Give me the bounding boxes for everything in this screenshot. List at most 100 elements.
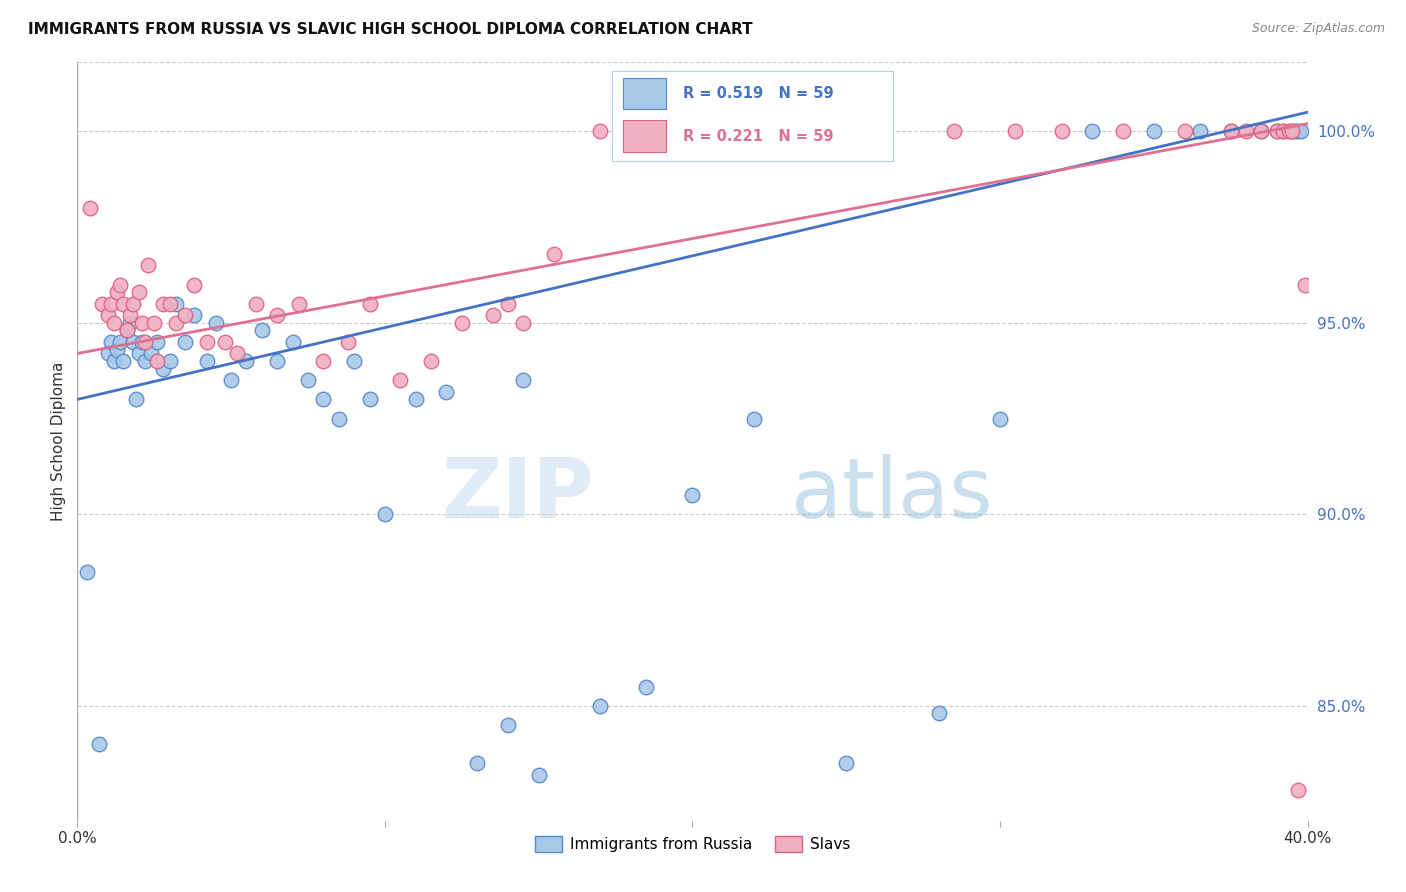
Point	[226, 346, 249, 360]
Point	[125, 392, 148, 407]
Point	[1174, 124, 1197, 138]
Point	[97, 346, 120, 360]
Point	[512, 316, 534, 330]
Point	[105, 285, 128, 300]
Point	[742, 124, 765, 138]
Point	[297, 373, 319, 387]
Point	[97, 308, 120, 322]
Point	[512, 373, 534, 387]
Point	[942, 124, 965, 138]
Point	[266, 354, 288, 368]
Point	[337, 334, 360, 349]
Point	[136, 259, 159, 273]
Point	[183, 277, 205, 292]
Point	[1112, 124, 1135, 138]
Point	[496, 296, 519, 310]
Point	[328, 411, 350, 425]
Point	[118, 316, 141, 330]
Point	[174, 308, 197, 322]
Point	[1291, 124, 1313, 138]
Point	[1081, 124, 1104, 138]
Point	[312, 392, 335, 407]
Point	[1143, 124, 1166, 138]
Point	[165, 296, 187, 310]
Point	[589, 698, 612, 713]
Point	[195, 334, 218, 349]
Point	[696, 124, 718, 138]
Point	[405, 392, 427, 407]
Point	[235, 354, 257, 368]
Point	[115, 324, 138, 338]
Point	[183, 308, 205, 322]
Point	[666, 124, 689, 138]
Point	[988, 411, 1011, 425]
Point	[131, 334, 153, 349]
Text: IMMIGRANTS FROM RUSSIA VS SLAVIC HIGH SCHOOL DIPLOMA CORRELATION CHART: IMMIGRANTS FROM RUSSIA VS SLAVIC HIGH SC…	[28, 22, 752, 37]
Point	[105, 343, 128, 357]
Point	[250, 324, 273, 338]
Point	[804, 124, 827, 138]
Point	[110, 277, 132, 292]
Point	[1234, 124, 1257, 138]
Point	[389, 373, 412, 387]
Point	[281, 334, 304, 349]
Y-axis label: High School Diploma: High School Diploma	[51, 362, 66, 521]
Point	[115, 324, 138, 338]
Point	[110, 334, 132, 349]
Point	[1284, 124, 1306, 138]
Point	[159, 296, 181, 310]
Point	[496, 718, 519, 732]
Point	[195, 354, 218, 368]
Point	[174, 334, 197, 349]
Point	[128, 346, 150, 360]
Point	[620, 124, 643, 138]
Point	[112, 354, 135, 368]
Point	[1272, 124, 1295, 138]
Point	[103, 354, 125, 368]
Point	[112, 296, 135, 310]
Point	[100, 296, 122, 310]
Point	[79, 201, 101, 215]
Point	[1281, 124, 1303, 138]
Point	[100, 334, 122, 349]
Point	[1265, 124, 1288, 138]
Point	[103, 316, 125, 330]
Point	[527, 767, 550, 781]
Point	[146, 334, 169, 349]
Point	[131, 316, 153, 330]
Point	[165, 316, 187, 330]
Point	[543, 247, 565, 261]
Point	[636, 680, 658, 694]
Point	[1278, 124, 1301, 138]
Point	[359, 296, 381, 310]
Point	[134, 354, 156, 368]
Point	[866, 124, 889, 138]
Point	[465, 756, 488, 771]
Point	[742, 411, 765, 425]
Point	[1250, 124, 1272, 138]
Point	[1250, 124, 1272, 138]
Bar	[623, 120, 666, 152]
Point	[128, 285, 150, 300]
Point	[134, 334, 156, 349]
Point	[1219, 124, 1241, 138]
Point	[146, 354, 169, 368]
Point	[1219, 124, 1241, 138]
Point	[1004, 124, 1026, 138]
Point	[420, 354, 443, 368]
Point	[76, 565, 98, 579]
Point	[266, 308, 288, 322]
Point	[118, 308, 141, 322]
Point	[1294, 277, 1316, 292]
Point	[1286, 124, 1309, 138]
Point	[1272, 124, 1295, 138]
Point	[219, 373, 242, 387]
Text: atlas: atlas	[792, 454, 993, 535]
Point	[90, 296, 114, 310]
Point	[1281, 124, 1303, 138]
Point	[928, 706, 950, 721]
Point	[835, 756, 858, 771]
Point	[152, 296, 174, 310]
Point	[121, 334, 143, 349]
Legend: Immigrants from Russia, Slavs: Immigrants from Russia, Slavs	[529, 830, 856, 858]
